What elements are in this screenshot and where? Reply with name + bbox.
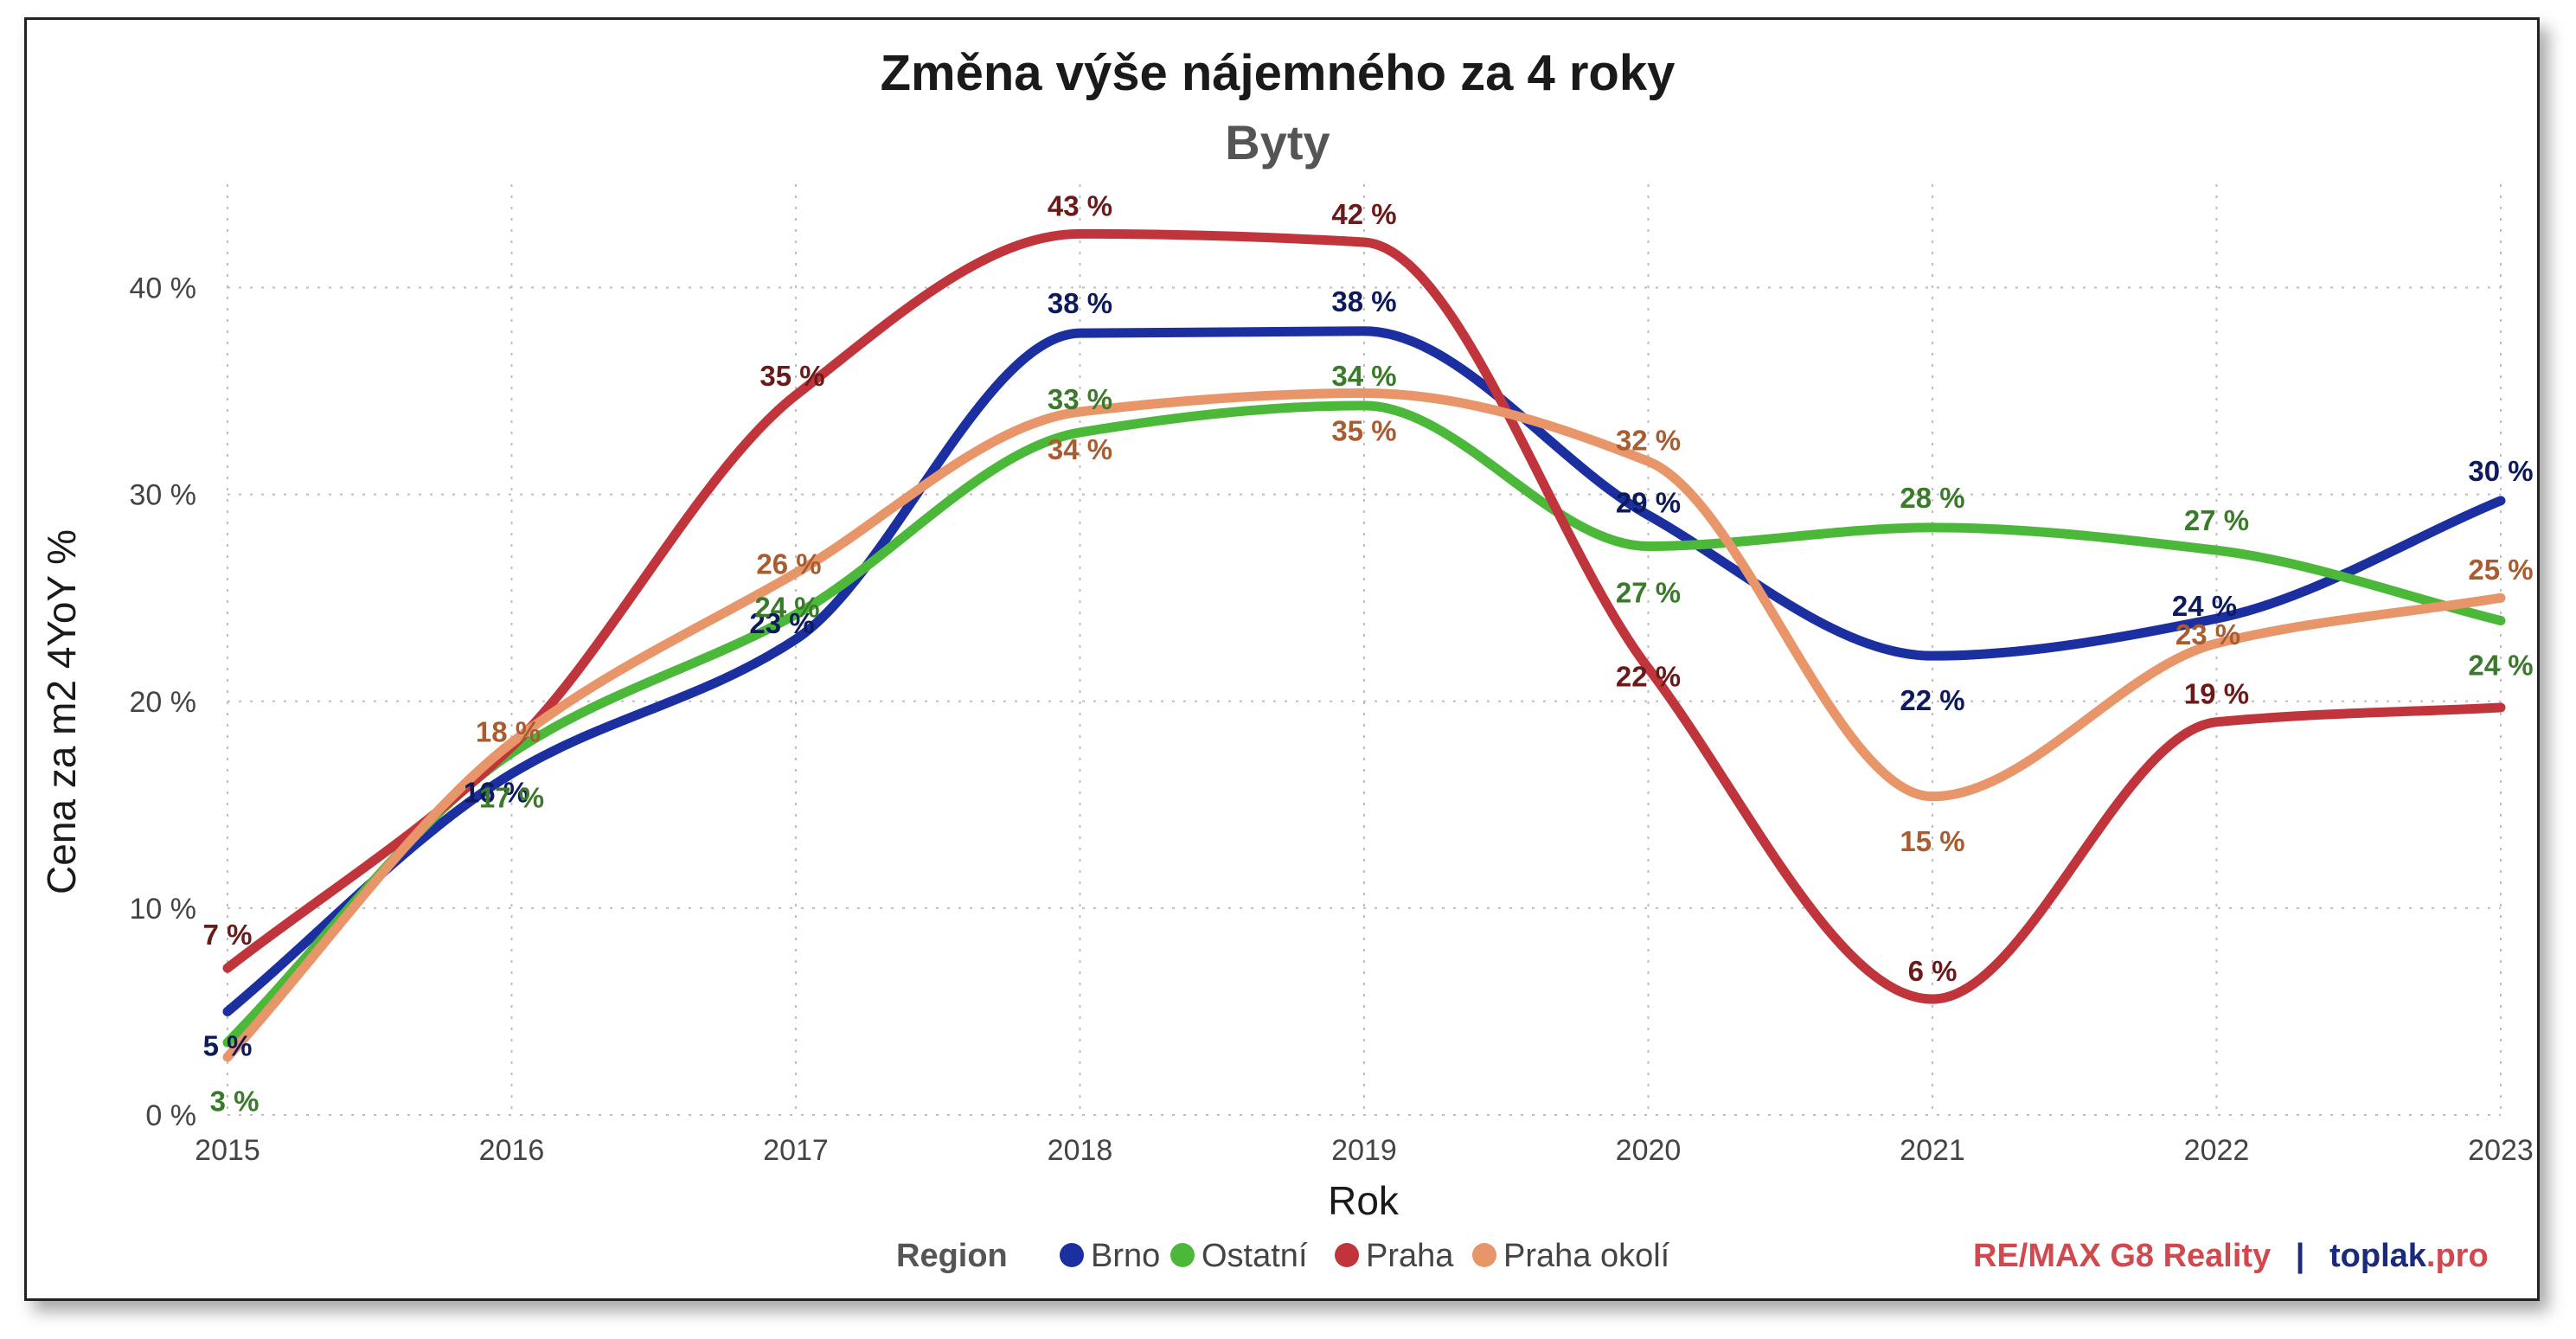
chart-subtitle: Byty [1225,115,1330,170]
data-label: 17 % [479,782,544,814]
series-line-praha [222,228,2506,1004]
brand-toplak: toplak [2329,1238,2427,1274]
x-tick-label: 2016 [479,1134,545,1167]
data-label: 29 % [1616,487,1681,519]
y-tick-label: 0 % [145,1099,196,1132]
x-axis-ticks: 2015 2016 2017 2018 2019 2020 2021 2022 2023 [195,1134,2534,1167]
chart-title: Změna výše nájemného za 4 roky [881,45,1676,101]
legend-marker [1472,1243,1496,1267]
brand-credit: RE/MAX G8 Reality | toplak.pro [1973,1238,2489,1274]
series-line-ostatni [222,400,2506,1047]
x-tick-label: 2022 [2184,1134,2250,1167]
data-label: 38 % [1331,285,1396,317]
data-label: 16 % [464,776,529,808]
data-label: 3 % [210,1085,260,1117]
data-label: 25 % [2468,554,2533,586]
chart-frame: Změna výše nájemného za 4 roky Byty 0 % 1… [24,17,2540,1301]
y-tick-label: 40 % [130,272,197,305]
y-tick-label: 30 % [130,479,197,512]
x-tick-label: 2021 [1900,1134,1965,1167]
brand-pro: .pro [2426,1238,2489,1274]
data-label: 15 % [1900,825,1964,857]
data-label: 35 % [759,360,824,392]
data-label: 34 % [1331,360,1396,392]
data-label: 18 % [476,716,541,748]
line-chart: Změna výše nájemného za 4 roky Byty 0 % 1… [39,45,2534,1274]
data-label: 23 % [749,607,814,639]
data-label: 30 % [2468,455,2533,487]
data-label: 27 % [2184,504,2249,536]
series-line-praha-okoli [222,388,2506,1062]
data-label: 26 % [756,548,821,580]
data-label: 42 % [1331,198,1396,230]
data-label: 5 % [203,1029,253,1061]
data-label: 24 % [2172,590,2237,622]
data-label: 7 % [203,919,253,951]
legend-marker [1170,1243,1195,1267]
y-tick-label: 20 % [130,686,197,719]
brand-separator: | [2296,1238,2305,1274]
legend-item-label: Brno [1091,1238,1160,1274]
data-label: 32 % [1616,424,1681,456]
legend-item-label: Ostatní [1201,1238,1308,1274]
y-tick-label: 10 % [130,893,197,926]
x-tick-label: 2018 [1048,1134,1113,1167]
data-label: 19 % [2184,678,2249,710]
legend-marker [1335,1243,1359,1267]
legend-title: Region [896,1238,1008,1274]
data-label: 43 % [1048,189,1112,221]
data-label: 28 % [1900,482,1964,514]
data-label: 35 % [1331,415,1396,447]
x-tick-label: 2023 [2468,1134,2534,1167]
data-label: 38 % [1048,287,1112,319]
data-label: 22 % [1900,684,1964,716]
x-tick-label: 2020 [1616,1134,1682,1167]
data-label: 22 % [1616,661,1681,693]
y-axis-title: Cena za m2 4YoY % [39,529,84,894]
series-line-brno [222,326,2506,1016]
x-tick-label: 2019 [1331,1134,1397,1167]
data-label: 27 % [1616,576,1681,608]
data-label: 24 % [754,591,819,623]
legend-marker [1060,1243,1084,1267]
series-lines [222,228,2506,1062]
data-label: 24 % [2468,650,2533,682]
legend-item-label: Praha [1366,1238,1454,1274]
y-axis-ticks: 0 % 10 % 20 % 30 % 40 % [130,272,197,1132]
data-label: 23 % [2176,618,2240,650]
data-label: 6 % [1908,955,1958,987]
legend-item-label: Praha okolí [1503,1238,1670,1274]
grid [227,184,2502,1116]
x-tick-label: 2017 [763,1134,829,1167]
data-labels: 5 % 16 % 23 % 38 % 38 % 29 % 22 % 24 % 30 % 3 % 17… [203,189,2534,1117]
data-label: 34 % [1048,433,1112,465]
brand-remax: RE/MAX G8 Reality [1973,1238,2271,1274]
legend: Region Brno Ostatní Praha Praha okolí [896,1238,1670,1274]
x-axis-title: Rok [1328,1178,1400,1223]
data-label: 33 % [1048,383,1112,415]
x-tick-label: 2015 [195,1134,260,1167]
